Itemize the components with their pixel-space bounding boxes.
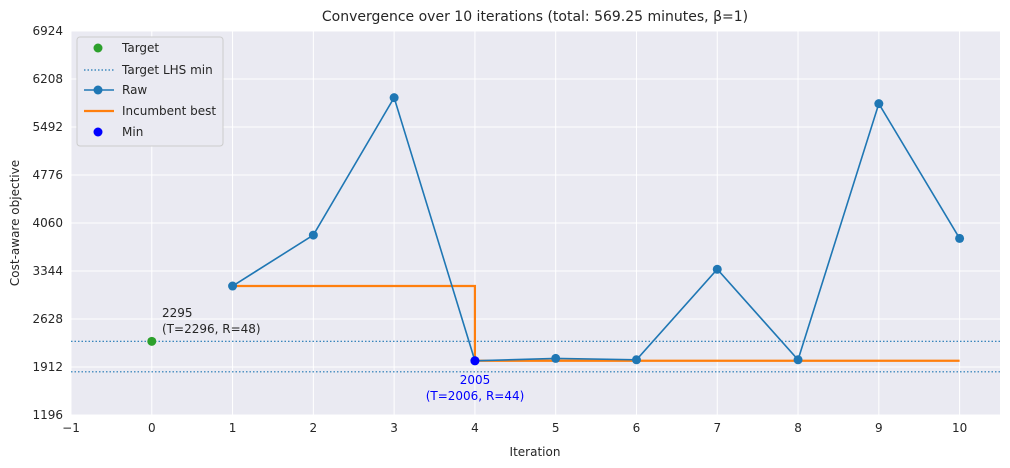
legend-raw-marker	[93, 85, 103, 95]
raw-point	[793, 355, 803, 365]
y-tick-label: 6208	[32, 72, 63, 86]
y-tick-label: 2628	[32, 312, 63, 326]
x-tick-label: 5	[552, 421, 560, 435]
y-tick-label: 4060	[32, 216, 63, 230]
raw-point	[631, 355, 641, 365]
target-lhs-lines	[71, 340, 1000, 373]
annotation-target-detail: (T=2296, R=48)	[162, 322, 261, 336]
x-tick-label: 8	[794, 421, 802, 435]
grid	[70, 30, 1000, 416]
min-point	[470, 356, 480, 366]
legend-box	[76, 36, 224, 147]
chart-title: Convergence over 10 iterations (total: 5…	[322, 9, 748, 25]
annotation-min: 2005 (T=2006, R=44)	[426, 373, 525, 403]
x-tick-label: 4	[471, 421, 479, 435]
x-tick-label: 9	[875, 421, 883, 435]
annotation-min-detail: (T=2006, R=44)	[426, 389, 525, 403]
raw-point	[551, 353, 561, 363]
y-tick-label: 4776	[32, 168, 63, 182]
raw-point	[389, 93, 399, 103]
y-tick-label: 1196	[32, 408, 63, 422]
annotation-min-value: 2005	[460, 373, 491, 387]
y-tick-labels: 1196 1912 2628 3344 4060 4776 5492 6208 6924	[32, 24, 63, 422]
x-tick-label: 7	[713, 421, 721, 435]
legend-target-lhs-label: Target LHS min	[121, 63, 213, 77]
legend-target-marker	[93, 43, 103, 53]
y-tick-label: 1912	[32, 360, 63, 374]
raw-point	[228, 281, 238, 291]
raw-point	[308, 230, 318, 240]
raw-line	[232, 95, 961, 362]
x-axis-label: Iteration	[510, 445, 561, 459]
y-tick-label: 5492	[32, 120, 63, 134]
annotation-target: 2295 (T=2296, R=48)	[162, 306, 261, 336]
raw-point	[874, 99, 884, 109]
legend-raw-label: Raw	[122, 83, 147, 97]
x-tick-label: 1	[229, 421, 237, 435]
x-tick-label: 3	[390, 421, 398, 435]
y-tick-label: 6924	[32, 24, 63, 38]
x-tick-label: 0	[148, 421, 156, 435]
legend: Target Target LHS min Raw Incumbent best…	[76, 36, 224, 147]
x-tick-label: 2	[310, 421, 318, 435]
legend-min-label: Min	[122, 125, 143, 139]
y-tick-label: 3344	[32, 264, 63, 278]
y-axis-label: Cost-aware objective	[8, 160, 22, 286]
target-point	[147, 336, 157, 346]
x-tick-labels: −1 0 1 2 3 4 5 6 7 8 9 10	[62, 421, 967, 435]
legend-incumbent-label: Incumbent best	[122, 104, 216, 118]
annotation-target-value: 2295	[162, 306, 193, 320]
series-layer	[147, 93, 965, 366]
x-tick-label: 10	[952, 421, 967, 435]
raw-point	[955, 233, 965, 243]
x-tick-label: −1	[62, 421, 80, 435]
x-tick-label: 6	[633, 421, 641, 435]
raw-point	[712, 264, 722, 274]
legend-min-marker	[93, 127, 103, 137]
legend-target-label: Target	[121, 41, 159, 55]
